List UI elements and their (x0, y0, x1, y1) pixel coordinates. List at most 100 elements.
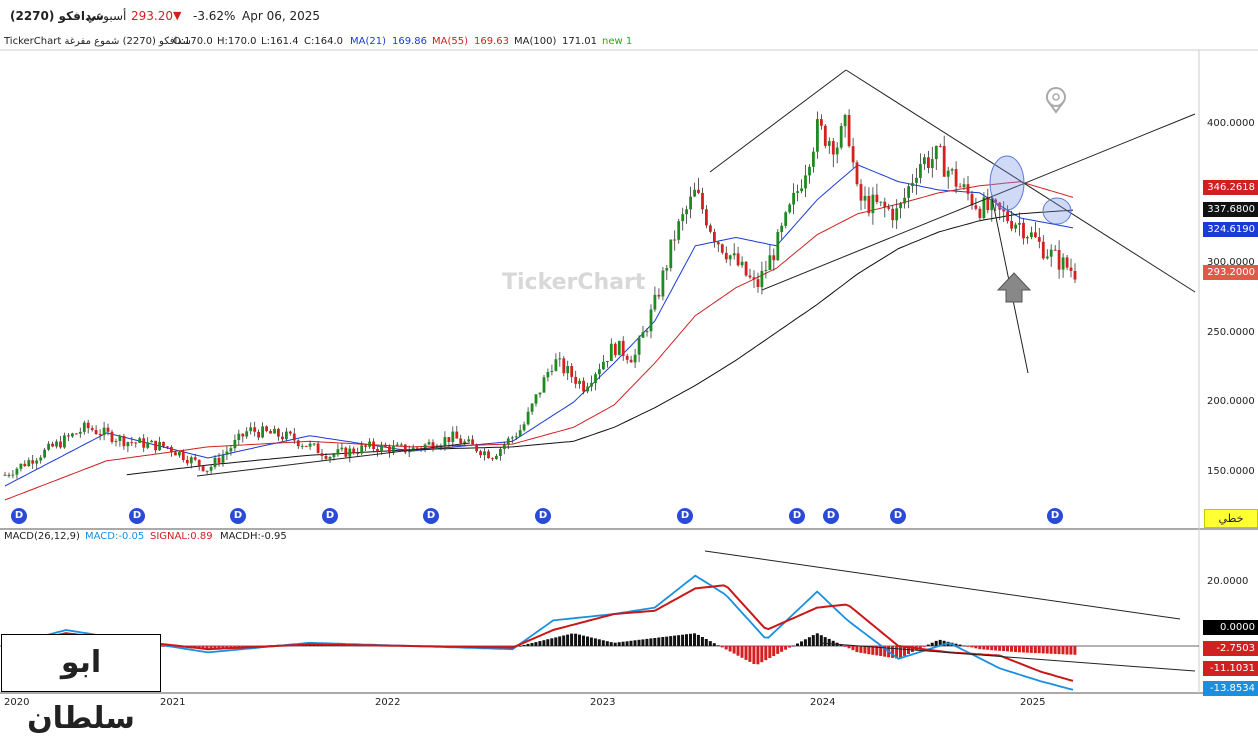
candle (827, 137, 831, 154)
macd-title: MACD(26,12,9) (4, 531, 80, 542)
candle (835, 142, 839, 164)
dividend-icon[interactable]: D (789, 508, 805, 524)
x-tick: 2023 (590, 697, 616, 708)
candle (296, 439, 300, 449)
macdh-bar (819, 635, 823, 646)
candle (431, 439, 435, 452)
candle (1034, 222, 1037, 238)
macd-y-tick: 20.0000 (1207, 576, 1249, 587)
macd-zero-label: 0.0000 (1203, 620, 1258, 635)
macdh-bar (926, 644, 930, 646)
candle (71, 432, 74, 438)
candle (411, 444, 415, 452)
candle (788, 202, 792, 214)
candle (479, 449, 482, 458)
macdh-bar (597, 639, 601, 646)
change-percent: -3.62% (193, 9, 236, 23)
candle (384, 442, 387, 448)
candle (542, 374, 546, 393)
macdh-bar (922, 646, 926, 647)
macdh-bar (558, 636, 562, 646)
candle (966, 176, 970, 201)
x-tick: 2021 (160, 697, 186, 708)
candle (1030, 226, 1033, 240)
macdh-bar (1037, 646, 1041, 654)
candle (958, 183, 962, 188)
candle (879, 201, 883, 207)
macdh-bar (586, 636, 589, 646)
macdh-bar (522, 644, 526, 646)
symbol-name[interactable]: سدافكو (2270) (10, 9, 104, 23)
candle (764, 260, 768, 279)
candle (709, 223, 712, 234)
candle (372, 438, 375, 453)
candle (617, 340, 621, 356)
macdh-bar (1025, 646, 1029, 653)
candle (197, 459, 201, 471)
dividend-icon[interactable]: D (823, 508, 839, 524)
candle (728, 254, 732, 266)
dividend-icon[interactable]: D (322, 508, 338, 524)
y-tick: 250.0000 (1207, 327, 1255, 338)
candle (475, 443, 478, 454)
dividend-icon[interactable]: D (11, 508, 27, 524)
candle (530, 403, 534, 415)
open-value: O:170.0 (173, 36, 213, 47)
macdh-bar (693, 633, 696, 646)
candle (895, 199, 899, 229)
candle (602, 355, 605, 370)
macdh-bar (681, 634, 685, 646)
macdh-bar (669, 636, 673, 646)
macdh-bar (534, 642, 538, 646)
period-label[interactable]: أسبوعي (86, 9, 127, 23)
candle (506, 436, 510, 450)
candle (867, 187, 871, 217)
price-chart[interactable] (0, 0, 1258, 708)
candle (356, 447, 360, 457)
macdh-bar (593, 638, 597, 646)
candle (94, 425, 98, 435)
candle (217, 453, 221, 467)
macdh-bar (653, 638, 657, 646)
macdh-bar (831, 640, 835, 646)
candle (804, 164, 807, 197)
macdh-bar (748, 646, 752, 662)
macdh-bar (990, 646, 994, 651)
candle (1069, 258, 1073, 278)
dividend-icon[interactable]: D (230, 508, 246, 524)
candle (927, 150, 930, 174)
macdh-bar (764, 646, 768, 661)
macdh-bar (582, 635, 585, 646)
ma100-label: MA(100) (514, 36, 557, 47)
macdh-bar (229, 646, 233, 648)
dividend-icon[interactable]: D (129, 508, 145, 524)
candle (23, 460, 27, 467)
macdh-label: -2.7503 (1203, 641, 1258, 656)
candle (213, 455, 217, 470)
dividend-icon[interactable]: D (423, 508, 439, 524)
candle (1045, 249, 1049, 260)
down-arrow-icon: ▼ (173, 9, 182, 22)
trendlines[interactable] (196, 69, 1196, 672)
candle (174, 451, 177, 456)
macdh-bar (1069, 646, 1073, 655)
candle (261, 422, 264, 439)
draw-mode-button[interactable]: خطي (1204, 509, 1258, 528)
dividend-icon[interactable]: D (677, 508, 693, 524)
candle (459, 434, 463, 444)
candle (19, 463, 23, 472)
candle (689, 186, 692, 219)
macdh-bar (625, 641, 629, 646)
candle (911, 174, 914, 193)
macdh-bar (827, 638, 831, 646)
candle (15, 467, 19, 479)
candle (713, 228, 716, 248)
macdh-bar (574, 633, 578, 646)
candle (629, 355, 633, 363)
macdh-bar (233, 646, 237, 648)
candle (633, 348, 637, 368)
dividend-icon[interactable]: D (890, 508, 906, 524)
dividend-icon[interactable]: D (1047, 508, 1063, 524)
ma-line-ma21 (4, 164, 1074, 487)
dividend-icon[interactable]: D (535, 508, 551, 524)
